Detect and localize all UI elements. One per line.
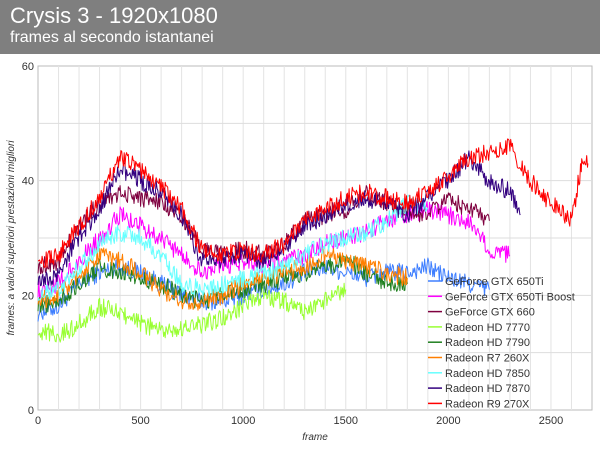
x-tick-label: 1000	[231, 415, 255, 427]
legend-entry: GeForce GTX 650Ti	[445, 276, 544, 288]
x-tick-label: 1500	[334, 415, 358, 427]
x-tick-label: 2000	[436, 415, 460, 427]
series-line-radeon-hd-7850	[37, 194, 429, 301]
y-tick-label: 40	[22, 176, 34, 188]
y-axis-label: frames: a valori superiori prestazioni m…	[6, 140, 17, 336]
legend-entry: Radeon HD 7770	[445, 322, 530, 334]
series-line-radeon-hd-7870	[37, 150, 521, 287]
chart-title: Crysis 3 - 1920x1080	[10, 3, 218, 28]
series-layer	[37, 138, 589, 343]
legend-entry: GeForce GTX 650Ti Boost	[445, 291, 575, 303]
legend-entry: Radeon HD 7850	[445, 368, 530, 380]
legend-entry: Radeon R7 260X	[445, 353, 530, 365]
y-tick-label: 60	[22, 61, 34, 73]
legend-entry: Radeon R9 270X	[445, 398, 530, 410]
series-line-radeon-r9-270x	[37, 138, 589, 269]
series-line-radeon-hd-7770	[37, 282, 347, 343]
legend-entry: GeForce GTX 660	[445, 307, 535, 319]
series-line-radeon-r7-260x	[37, 246, 408, 311]
y-tick-label: 20	[22, 290, 34, 302]
x-tick-label: 500	[131, 415, 149, 427]
legend: GeForce GTX 650Ti GeForce GTX 650Ti Boost…	[428, 276, 575, 410]
axis-ticks: 0 500 1000 1500 2000 2500 0 20 40 60	[22, 61, 563, 427]
legend-entry: Radeon HD 7790	[445, 337, 530, 349]
x-tick-label: 0	[35, 415, 41, 427]
chart-header: Crysis 3 - 1920x1080 frames al secondo i…	[0, 0, 600, 54]
x-axis-label: frame	[302, 432, 328, 443]
y-tick-label: 0	[28, 405, 34, 417]
chart-subtitle: frames al secondo istantanei	[10, 29, 214, 46]
x-tick-label: 2500	[539, 415, 563, 427]
legend-entry: Radeon HD 7870	[445, 383, 530, 395]
